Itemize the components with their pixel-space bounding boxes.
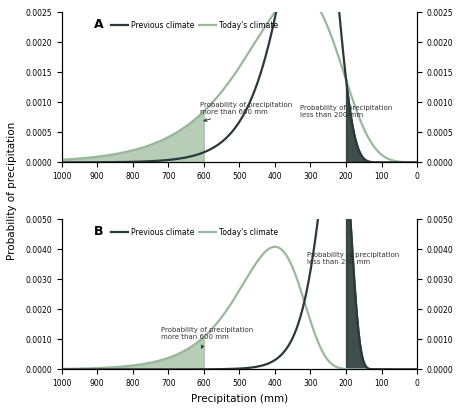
Today's climate [271,11,277,16]
Today's climate [89,366,94,371]
Today's climate [372,367,377,372]
Today's climate [271,244,277,249]
Previous climate [89,160,94,165]
Legend: Previous climate, Today's climate: Previous climate, Today's climate [108,18,281,33]
Today's climate [272,244,278,249]
Today's climate [48,158,54,163]
Today's climate [414,367,420,372]
Today's climate [255,36,261,41]
Previous climate [48,367,54,372]
Text: Probability of precipitation
less than 200 mm: Probability of precipitation less than 2… [300,105,392,118]
Previous climate [349,249,355,254]
Previous climate [89,367,94,372]
X-axis label: Precipitation (mm): Precipitation (mm) [191,394,288,404]
Previous climate [271,20,277,25]
Text: Probability of precipitation
less than 200 mm: Probability of precipitation less than 2… [307,252,399,265]
Line: Previous climate: Previous climate [44,93,417,369]
Line: Previous climate: Previous climate [44,0,417,162]
Today's climate [414,160,420,165]
Text: Probability of precipitation
more than 600 mm: Probability of precipitation more than 6… [161,327,254,348]
Previous climate [414,367,420,372]
Today's climate [349,367,355,372]
Previous climate [349,122,355,127]
Previous climate [255,80,261,85]
Today's climate [255,259,261,264]
Previous climate [414,160,420,165]
Text: Probability of precipitation
more than 600 mm: Probability of precipitation more than 6… [200,103,292,122]
Text: B: B [94,225,103,238]
Previous climate [255,364,261,369]
Today's climate [372,145,377,150]
Today's climate [349,96,355,101]
Line: Today's climate: Today's climate [44,0,417,162]
Text: Probability of precipitation: Probability of precipitation [7,122,17,260]
Today's climate [41,158,47,163]
Previous climate [41,367,47,372]
Line: Today's climate: Today's climate [44,247,417,369]
Previous climate [372,160,377,165]
Legend: Previous climate, Today's climate: Previous climate, Today's climate [108,225,281,240]
Previous climate [372,367,377,372]
Today's climate [41,366,47,371]
Today's climate [48,366,54,371]
Previous climate [334,91,340,96]
Previous climate [271,358,277,363]
Previous climate [41,160,47,165]
Today's climate [89,155,94,160]
Text: A: A [94,18,103,32]
Previous climate [48,160,54,165]
